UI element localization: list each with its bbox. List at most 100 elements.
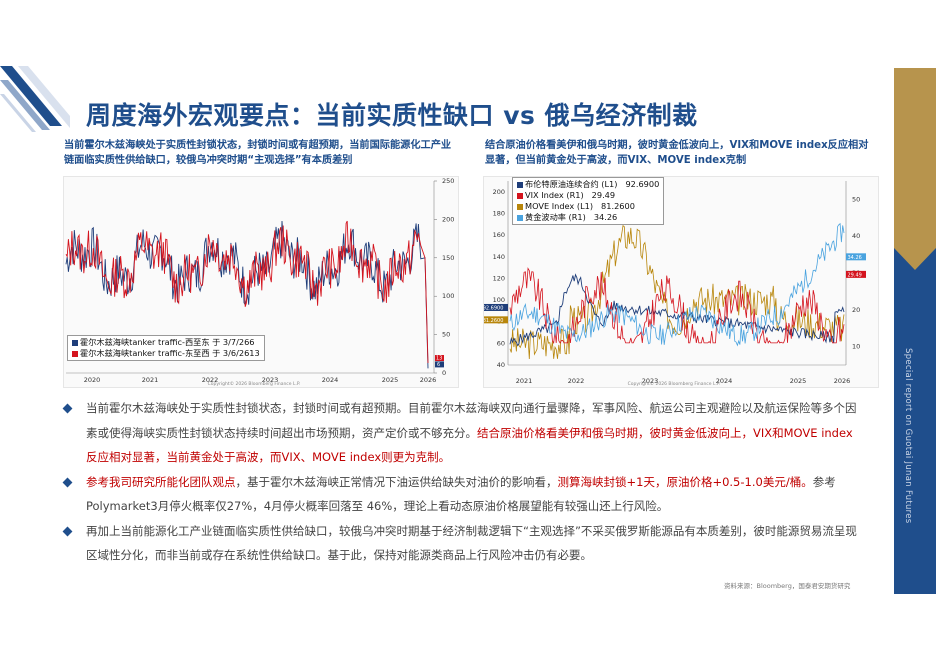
end-value-label: 34.26 <box>848 255 862 261</box>
end-value-label: 29.49 <box>848 272 862 278</box>
y-axis-tick-label: 50 <box>442 331 450 339</box>
end-value-label: 6 <box>437 362 440 368</box>
end-value-label: 13 <box>436 356 442 362</box>
page-title: 周度海外宏观要点：当前实质性缺口 vs 俄乌经济制裁 <box>86 101 698 130</box>
x-axis-tick-label: 2025 <box>790 377 807 385</box>
legend-item: VIX Index (R1) 29.49 <box>517 190 659 201</box>
legend-swatch <box>517 181 523 188</box>
x-axis-tick-label: 2022 <box>202 376 219 384</box>
key-point-highlight: 测算海峡封锁+1天，原油价格+0.5-1.0美元/桶。 <box>557 474 813 489</box>
end-value-label: 92.6900 <box>484 305 503 311</box>
corner-stripes-decoration <box>0 66 70 132</box>
key-point-text: 当前霍尔木兹海峡处于实质性封锁状态，封锁时间或有超预期。目前霍尔木兹海峡双向通行… <box>86 401 857 440</box>
x-axis-tick-label: 2024 <box>716 377 733 385</box>
legend-item: 黄金波动率 (R1) 34.26 <box>517 212 659 223</box>
legend-value: 34.26 <box>593 212 618 222</box>
y-axis-tick-label: 250 <box>442 177 454 185</box>
legend-date: 于 3/7/26 <box>212 337 250 347</box>
x-axis-tick-label: 2026 <box>834 377 851 385</box>
x-axis-tick-label: 2026 <box>420 376 437 384</box>
legend-label: VIX Index (R1) <box>525 190 584 200</box>
left-y-axis-tick-label: 40 <box>497 361 505 369</box>
key-points-list: 当前霍尔木兹海峡处于实质性封锁状态，封锁时间或有超预期。目前霍尔木兹海峡双向通行… <box>62 396 864 568</box>
legend-swatch <box>72 339 78 346</box>
legend-value: 29.49 <box>591 190 616 200</box>
left-y-axis-tick-label: 120 <box>493 274 505 282</box>
legend-label: 霍尔木兹海峡tanker traffic-西至东 <box>80 337 210 347</box>
key-point-2: 参考我司研究所能化团队观点，基于霍尔木兹海峡正常情况下油运供给缺失对油价的影响看… <box>62 470 864 519</box>
sidebar-arrow-icon <box>894 248 936 270</box>
legend-swatch <box>517 214 523 221</box>
move-index-series-line <box>509 224 845 360</box>
y-axis-tick-label: 100 <box>442 292 454 300</box>
legend-item: 霍尔木兹海峡tanker traffic-西至东 于 3/7/266 <box>72 337 260 348</box>
sidebar-vertical-text: Special report on Guotai Junan Futures <box>903 348 913 524</box>
end-value-badge <box>484 303 508 311</box>
end-value-badge <box>435 361 444 368</box>
left-y-axis-tick-label: 180 <box>493 209 505 217</box>
left-y-axis-tick-label: 200 <box>493 188 505 196</box>
legend-item: 布伦特原油连续合约 (L1) 92.6900 <box>517 179 659 190</box>
source-note: 资料来源：Bloomberg，国泰君安期货研究 <box>724 582 851 590</box>
right-chart-legend: 布伦特原油连续合约 (L1) 92.6900 VIX Index (R1) 29.4… <box>512 177 665 225</box>
end-value-badge <box>484 316 508 324</box>
right-y-axis-tick-label: 50 <box>852 195 860 203</box>
left-y-axis-tick-label: 160 <box>493 231 505 239</box>
right-y-axis-tick-label: 40 <box>852 232 860 240</box>
legend-swatch <box>72 350 78 357</box>
legend-value: 6 <box>249 337 255 347</box>
legend-item: 霍尔木兹海峡tanker traffic-东至西 于 3/6/2613 <box>72 348 260 359</box>
x-axis-tick-label: 2021 <box>516 377 533 385</box>
end-value-badge <box>435 355 444 362</box>
legend-label: MOVE Index (L1) <box>525 201 594 211</box>
chart-copyright: Copyright© 2026 Bloomberg Finance L.P. <box>628 380 721 387</box>
x-axis-tick-label: 2024 <box>322 376 339 384</box>
key-point-highlight: 参考我司研究所能化团队观点 <box>86 474 236 489</box>
left-chart-subtitle: 当前霍尔木兹海峡处于实质性封锁状态，封锁时间或有超预期，当前国际能源化工产业链面… <box>64 140 452 166</box>
chart-copyright: Copyright© 2026 Bloomberg Finance L.P. <box>208 380 301 387</box>
hormuz-tanker-traffic-chart: 250 200 150 100 50 0 2020 2021 2022 2023 2024 2025 2… <box>63 176 459 388</box>
tanker-traffic-series-line <box>65 220 429 364</box>
key-point-text: 再加上当前能源化工产业链面临实质性供给缺口，较俄乌冲突时期基于经济制裁逻辑下“主… <box>86 523 857 563</box>
x-axis-tick-label: 2023 <box>642 377 659 385</box>
end-value-badge <box>846 270 866 278</box>
legend-swatch <box>517 203 523 210</box>
diamond-bullet-icon <box>62 477 73 487</box>
left-y-axis-tick-label: 140 <box>493 253 505 261</box>
left-y-axis-tick-label: 60 <box>497 339 505 347</box>
end-value-badge <box>846 253 866 261</box>
key-point-text: ，基于霍尔木兹海峡正常情况下油运供给缺失对油价的影响看， <box>235 474 558 489</box>
gold-volatility-series-line <box>509 222 845 347</box>
end-value-label: 81.2600 <box>484 318 503 324</box>
brent-crude-series-line <box>509 273 845 347</box>
legend-label: 霍尔木兹海峡tanker traffic-东至西 <box>80 348 210 358</box>
legend-label: 黄金波动率 (R1) <box>525 212 586 222</box>
key-point-text: 参考Polymarket3月停火概率仅27%，4月停火概率回落至 46%，理论上… <box>86 474 836 514</box>
legend-date: 于 3/6/26 <box>212 348 250 358</box>
key-point-3: 再加上当前能源化工产业链面临实质性供给缺口，较俄乌冲突时期基于经济制裁逻辑下“主… <box>62 519 864 568</box>
legend-value: 92.6900 <box>625 179 660 189</box>
x-axis-tick-label: 2025 <box>382 376 399 384</box>
hormuz-tanker-traffic-plot: 250 200 150 100 50 0 2020 2021 2022 2023 2024 2025 2… <box>65 177 454 387</box>
brand-sidebar: Special report on Guotai Junan Futures <box>894 68 936 594</box>
x-axis-tick-label: 2023 <box>262 376 279 384</box>
legend-swatch <box>517 192 523 199</box>
legend-value: 13 <box>249 348 260 358</box>
diamond-bullet-icon <box>62 526 73 536</box>
legend-item: MOVE Index (L1) 81.2600 <box>517 201 659 212</box>
legend-label: 布伦特原油连续合约 (L1) <box>525 179 618 189</box>
key-point-1: 当前霍尔木兹海峡处于实质性封锁状态，封锁时间或有超预期。目前霍尔木兹海峡双向通行… <box>62 396 864 470</box>
y-axis-tick-label: 150 <box>442 254 454 262</box>
left-y-axis-tick-label: 100 <box>493 296 505 304</box>
x-axis-tick-label: 2020 <box>84 376 101 384</box>
vix-series-line <box>509 267 845 345</box>
x-axis-tick-label: 2022 <box>568 377 585 385</box>
y-axis-tick-label: 0 <box>442 369 446 377</box>
left-chart-legend: 霍尔木兹海峡tanker traffic-西至东 于 3/7/266 霍尔木兹海… <box>67 335 265 361</box>
key-point-highlight: 结合原油价格看美伊和俄乌时期，彼时黄金低波向上，VIX和MOVE index反应… <box>86 425 853 465</box>
right-y-axis-tick-label: 20 <box>852 306 860 314</box>
y-axis-tick-label: 200 <box>442 215 454 223</box>
crude-vix-move-gold-vol-chart: 2001801601401201008060405040302010202120… <box>483 176 879 388</box>
legend-value: 81.2600 <box>601 201 635 211</box>
sidebar-gold-band <box>894 68 936 248</box>
